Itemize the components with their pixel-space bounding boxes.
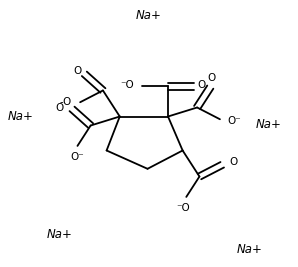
Text: O: O (197, 80, 206, 90)
Text: O: O (55, 103, 63, 113)
Text: O⁻: O⁻ (227, 116, 241, 125)
Text: -O: -O (59, 97, 72, 107)
Text: Na+: Na+ (7, 110, 33, 123)
Text: O: O (229, 157, 238, 167)
Text: Na+: Na+ (237, 243, 263, 256)
Text: ⁻O: ⁻O (121, 80, 134, 90)
Text: Na+: Na+ (136, 9, 162, 22)
Text: O⁻: O⁻ (71, 152, 84, 162)
Text: O: O (208, 73, 216, 83)
Text: Na+: Na+ (47, 228, 73, 241)
Text: ⁻O: ⁻O (176, 203, 190, 213)
Text: Na+: Na+ (256, 118, 282, 131)
Text: O: O (73, 66, 81, 76)
